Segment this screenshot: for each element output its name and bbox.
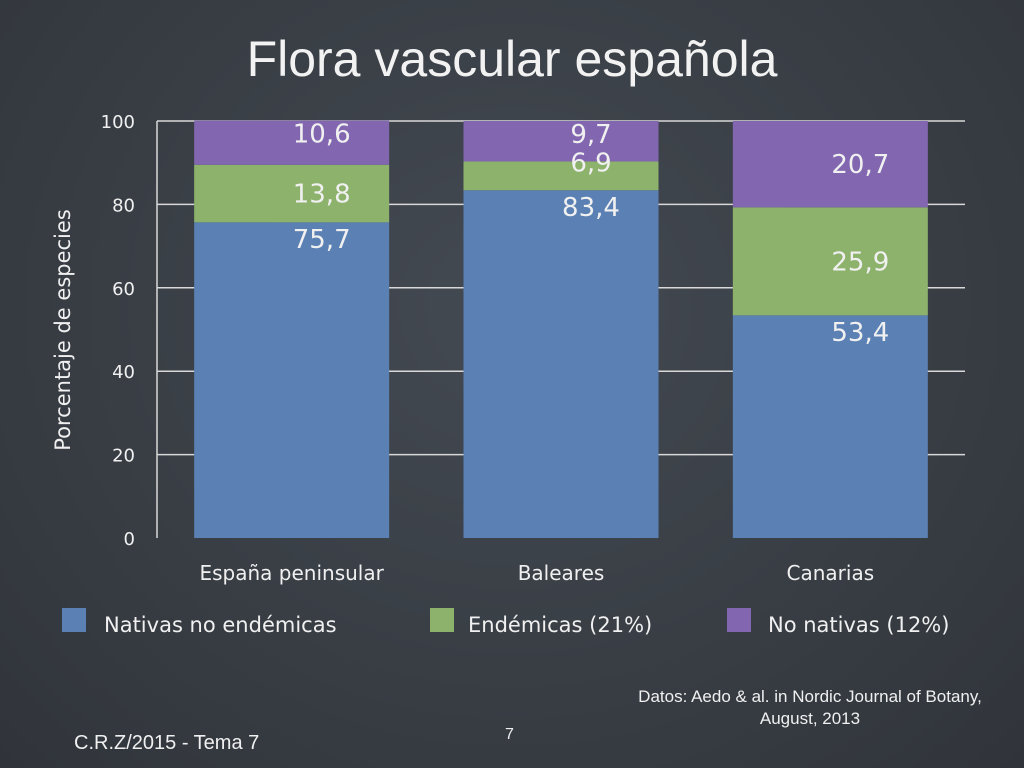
bar-segment [732,207,928,316]
legend-label: Endémicas (21%) [468,613,652,637]
legend-swatch [62,608,86,632]
data-label: 25,9 [831,247,889,277]
bar-segment [463,190,659,539]
legend-swatch [430,608,454,632]
y-tick-label: 100 [101,112,135,133]
data-label: 75,7 [293,225,351,255]
legend-swatch [727,608,751,632]
data-source-note: Datos: Aedo & al. in Nordic Journal of B… [638,687,982,729]
data-label: 10,6 [293,120,351,150]
data-label: 9,7 [570,120,611,150]
footer-course-label: C.R.Z/2015 - Tema 7 [74,732,260,754]
data-label: 83,4 [562,193,620,223]
data-label: 13,8 [293,180,351,210]
y-tick-label: 40 [112,362,135,383]
legend-label: No nativas (12%) [768,613,949,637]
legend-label: Nativas no endémicas [104,613,337,637]
slide-title: Flora vascular española [246,31,778,87]
bar-segment [463,121,659,162]
x-category-label: España peninsular [199,561,384,585]
page-number: 7 [505,726,514,743]
bar-segment [194,120,390,165]
bar-segment [463,161,659,191]
y-tick-label: 20 [112,446,135,467]
y-axis-label: Porcentaje de especies [51,209,75,451]
x-category-label: Baleares [518,561,605,585]
data-label: 53,4 [831,318,889,348]
y-tick-label: 80 [112,195,135,216]
bar-segment [194,164,390,223]
bar-segment [732,315,928,538]
data-label: 6,9 [570,148,611,178]
data-label: 20,7 [831,150,889,180]
y-tick-label: 60 [112,279,135,300]
bar-segment [732,121,928,208]
bar-segment [194,222,390,538]
y-tick-label: 0 [124,529,135,550]
x-category-label: Canarias [787,561,875,585]
